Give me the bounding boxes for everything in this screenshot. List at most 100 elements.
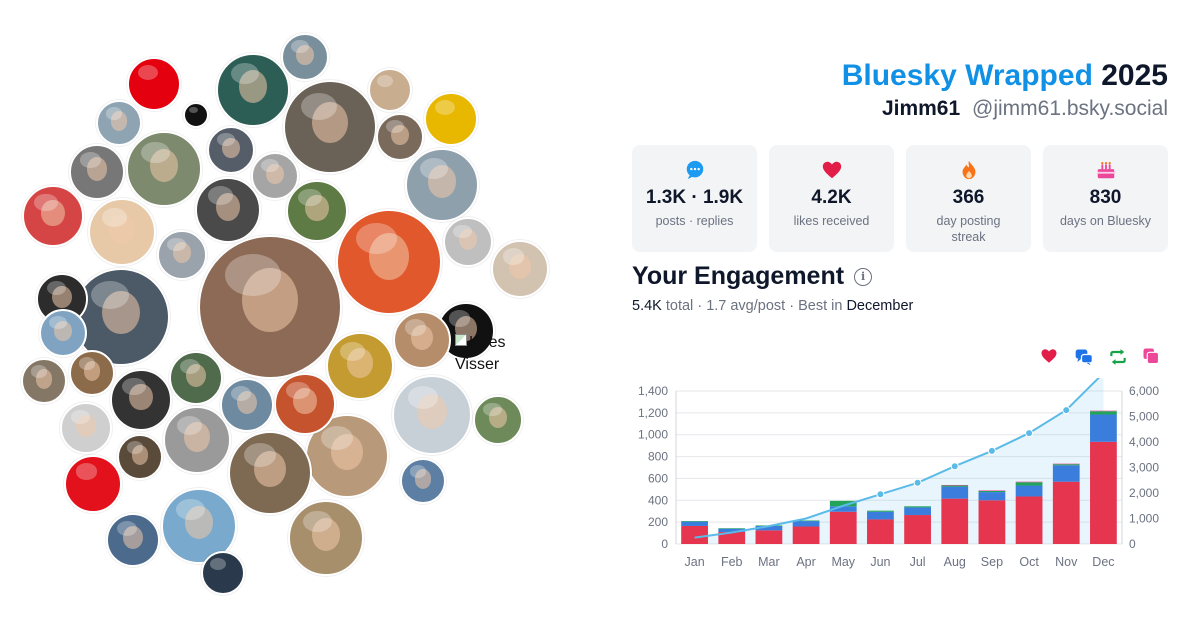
bar-segment (718, 528, 746, 532)
y-tick-right: 2,000 (1129, 486, 1159, 500)
avatar-bubble-cluster (21, 33, 549, 595)
x-tick-label: Jan (685, 555, 705, 569)
cumulative-point (950, 462, 959, 471)
avatar-bubble (157, 230, 207, 280)
bar-segment (941, 486, 969, 499)
avatar-bubble (392, 375, 472, 455)
engagement-heading: Your Engagement (632, 262, 845, 290)
avatar-bubble (22, 185, 84, 247)
x-tick-label: Oct (1019, 555, 1039, 569)
cumulative-point (987, 446, 996, 455)
engagement-avg: 1.7 avg/post (706, 298, 786, 314)
avatar-bubble (405, 148, 479, 222)
x-tick-label: Feb (721, 555, 743, 569)
y-tick-left: 1,400 (638, 384, 668, 398)
cumulative-point (876, 490, 885, 499)
avatar-bubble (424, 92, 478, 146)
broken-image-icon (455, 334, 467, 346)
avatar-bubble (72, 268, 170, 366)
bar-segment (681, 525, 708, 544)
bar-segment (867, 511, 894, 520)
info-icon[interactable]: i (854, 267, 873, 286)
avatar-bubble (201, 551, 245, 595)
bar-segment (792, 521, 820, 527)
bar-segment (681, 521, 708, 526)
legend-quotes[interactable] (1142, 347, 1162, 367)
avatar-bubble (39, 309, 87, 357)
avatar-bubble (216, 53, 290, 127)
avatar-bubble (274, 373, 336, 435)
stat-label: posts · replies (655, 214, 734, 228)
legend-likes[interactable] (1040, 347, 1060, 367)
x-tick-label: Mar (758, 555, 780, 569)
brand-title: Bluesky Wrapped (841, 59, 1093, 92)
avatar-bubble (117, 434, 163, 480)
stat-card-posts: 1.3K · 1.9K posts · replies (632, 145, 757, 252)
cumulative-point (913, 478, 922, 487)
avatar-bubble (286, 180, 348, 242)
x-tick-label: Nov (1055, 555, 1078, 569)
x-tick-label: Sep (981, 555, 1003, 569)
avatar-bubble (368, 68, 412, 112)
avatar-bubble (60, 402, 112, 454)
chart-legend (1040, 347, 1162, 367)
y-tick-left: 0 (661, 537, 668, 551)
flame-icon (962, 160, 975, 180)
bar-segment (978, 500, 1006, 544)
avatar-bubble (400, 458, 446, 504)
heart-icon (1041, 349, 1057, 363)
bar-segment (829, 511, 857, 544)
broken-avatar-alt-text: Kees Visser (455, 334, 506, 373)
legend-reposts[interactable] (1108, 347, 1128, 367)
y-tick-left: 1,200 (638, 406, 668, 420)
y-tick-left: 800 (648, 450, 668, 464)
cumulative-point (1062, 406, 1071, 415)
y-tick-right: 3,000 (1129, 461, 1159, 475)
avatar-bubble (64, 455, 122, 513)
avatar-bubble (305, 414, 389, 498)
x-tick-label: Jun (870, 555, 890, 569)
bar-segment (941, 485, 969, 487)
page-title: Bluesky Wrapped 2025 (842, 58, 1168, 94)
stat-value: 4.2K (811, 187, 852, 208)
avatar-bubble (21, 358, 67, 404)
avatar-bubble (251, 152, 299, 200)
engagement-best-prefix: Best in (798, 298, 843, 314)
bar-segment (1015, 485, 1043, 497)
header: Bluesky Wrapped 2025 Jimm61 @jimm61.bsky… (842, 58, 1168, 122)
engagement-title: Your Engagement i (632, 262, 873, 291)
avatar-bubble (336, 209, 442, 315)
avatar-bubble (195, 177, 261, 243)
avatar-bubble (491, 240, 549, 298)
y-tick-left: 600 (648, 471, 668, 485)
bar-segment (1052, 464, 1080, 466)
y-tick-right: 4,000 (1129, 435, 1159, 449)
x-tick-label: May (831, 555, 855, 569)
bar-segment (1090, 411, 1117, 415)
avatar-bubble (220, 378, 274, 432)
x-tick-label: Jul (910, 555, 926, 569)
x-tick-label: Apr (796, 555, 815, 569)
bar-segment (978, 490, 1006, 493)
y-tick-left: 400 (648, 493, 668, 507)
legend-replies[interactable] (1074, 347, 1094, 367)
avatar-bubble (207, 126, 255, 174)
avatar-bubble (376, 113, 424, 161)
stat-card-streak: 366 day posting streak (906, 145, 1031, 252)
bar-segment (792, 520, 820, 522)
avatar-bubble (288, 500, 364, 576)
avatar-bubble (242, 522, 276, 556)
avatar-bubble (110, 369, 172, 431)
y-tick-right: 5,000 (1129, 410, 1159, 424)
y-tick-right: 6,000 (1129, 384, 1159, 398)
avatar-bubble (126, 131, 202, 207)
avatar-bubble (163, 406, 231, 474)
heart-icon (822, 161, 841, 179)
bar-segment (829, 500, 857, 507)
avatar-bubble (443, 217, 493, 267)
bar-segment (904, 515, 931, 544)
bar-segment (978, 490, 1006, 491)
y-tick-right: 0 (1129, 537, 1136, 551)
engagement-chart: 0 200 400 600 800 1,000 1,200 1,400 0 1,000 2,000 3… (638, 378, 1159, 569)
bar-segment (1090, 410, 1117, 412)
